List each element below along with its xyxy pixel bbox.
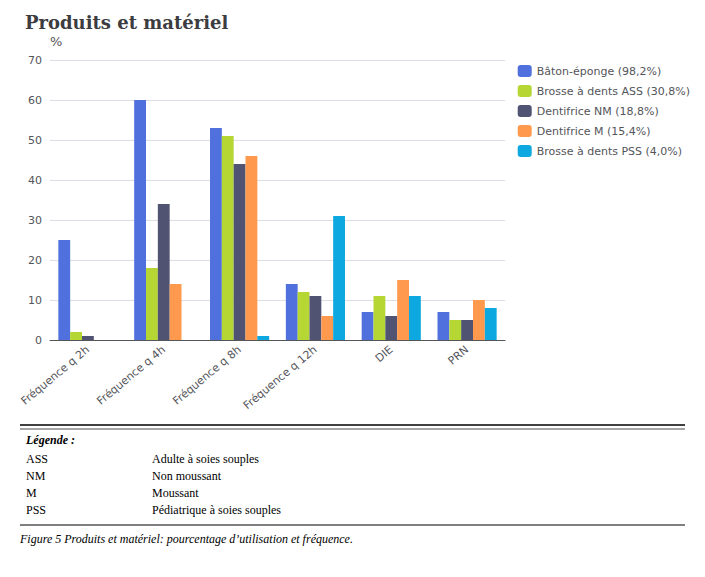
svg-text:ASS: ASS (26, 452, 48, 466)
svg-text:Fréquence q 2h: Fréquence q 2h (19, 343, 93, 408)
svg-text:Fréquence q 12h: Fréquence q 12h (241, 343, 320, 412)
svg-text:40: 40 (28, 174, 42, 187)
svg-text:%: % (50, 34, 62, 49)
svg-text:Dentifrice NM (18,8%): Dentifrice NM (18,8%) (537, 105, 659, 118)
svg-text:Légende :: Légende : (25, 433, 75, 447)
svg-text:60: 60 (28, 94, 42, 107)
svg-text:50: 50 (28, 134, 42, 147)
svg-text:M: M (26, 486, 37, 500)
svg-text:Fréquence q 8h: Fréquence q 8h (170, 343, 244, 408)
svg-text:Pédiatrique à soies souples: Pédiatrique à soies souples (152, 503, 281, 517)
svg-text:NM: NM (26, 469, 46, 483)
svg-text:0: 0 (35, 334, 42, 347)
svg-text:Brosse à dents ASS (30,8%): Brosse à dents ASS (30,8%) (537, 85, 690, 98)
svg-text:30: 30 (28, 214, 42, 227)
svg-text:Bâton-éponge (98,2%): Bâton-éponge (98,2%) (537, 65, 662, 78)
svg-text:Dentifrice M (15,4%): Dentifrice M (15,4%) (537, 125, 651, 138)
svg-text:PRN: PRN (446, 343, 472, 367)
svg-text:PSS: PSS (26, 503, 46, 517)
svg-text:Fréquence q 4h: Fréquence q 4h (94, 343, 168, 408)
svg-text:Brosse à dents PSS (4,0%): Brosse à dents PSS (4,0%) (537, 145, 682, 158)
svg-text:10: 10 (28, 294, 42, 307)
svg-text:Adulte à soies souples: Adulte à soies souples (152, 452, 259, 466)
svg-text:Produits et matériel: Produits et matériel (25, 12, 229, 33)
svg-text:Non moussant: Non moussant (152, 469, 222, 483)
svg-text:Figure 5 Produits et matériel:: Figure 5 Produits et matériel: pourcenta… (19, 532, 353, 546)
svg-text:70: 70 (28, 54, 42, 67)
svg-text:Moussant: Moussant (152, 486, 199, 500)
svg-text:DIE: DIE (373, 343, 396, 365)
svg-text:20: 20 (28, 254, 42, 267)
